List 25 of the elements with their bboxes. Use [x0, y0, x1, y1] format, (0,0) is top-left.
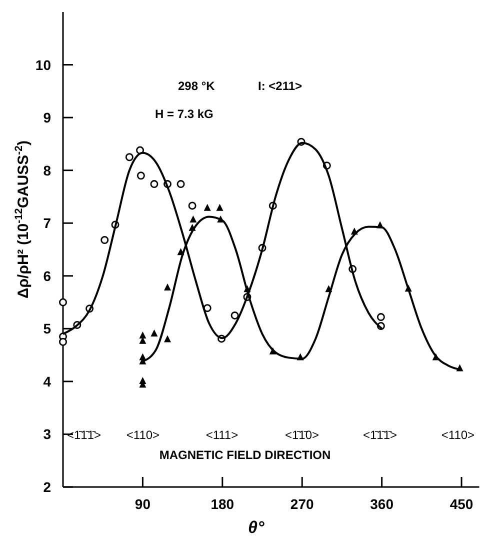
y-tick-label: 7 — [43, 215, 52, 232]
y-tick-label: 3 — [43, 426, 52, 442]
y-tick-label: 2 — [43, 479, 52, 495]
x-axis-title: θ° — [248, 518, 264, 536]
annotation: H = 7.3 kG — [155, 107, 214, 121]
annotation: <1̄1̄0> — [284, 428, 320, 442]
annotation: 298 °K — [178, 79, 216, 93]
annotation: I: <211> — [258, 79, 302, 93]
y-tick-label: 8 — [43, 162, 52, 178]
y-tick-label: 9 — [43, 110, 52, 126]
annotation: MAGNETIC FIELD DIRECTION — [159, 448, 331, 462]
annotation: <1̄1̄1̄> — [66, 428, 102, 442]
y-tick-label: 6 — [43, 268, 52, 284]
x-tick-label: 360 — [370, 496, 394, 512]
x-tick-label: 180 — [210, 496, 234, 512]
y-tick-label: 5 — [43, 320, 52, 337]
y-tick-label: 10 — [35, 56, 52, 73]
annotation: <110> — [126, 428, 160, 442]
x-tick-label: 450 — [450, 496, 474, 512]
annotation: <111> — [206, 428, 238, 442]
x-tick-label: 90 — [134, 496, 151, 512]
x-tick-label: 270 — [290, 496, 314, 512]
annotation: <1̄1̄1̄> — [362, 428, 398, 442]
annotation: <110> — [441, 428, 475, 442]
y-tick-label: 4 — [43, 373, 52, 390]
